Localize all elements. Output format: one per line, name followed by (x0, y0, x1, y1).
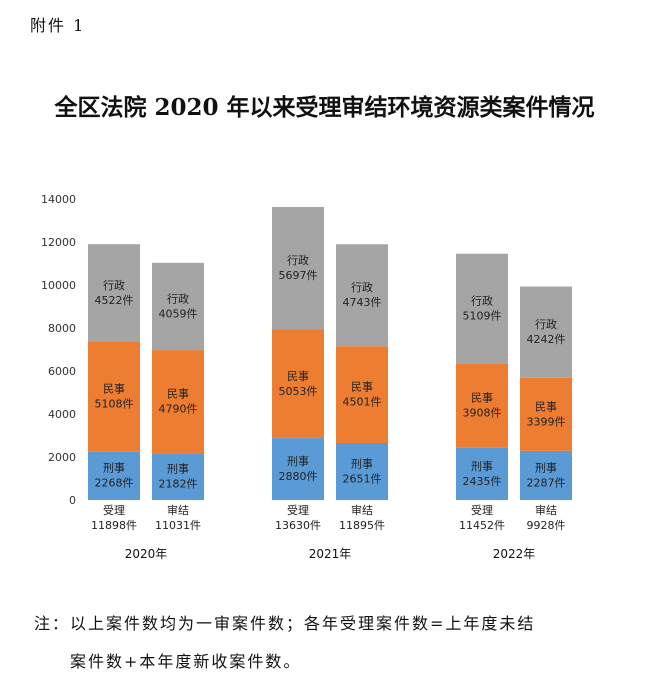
bar-segment-行政 (272, 206, 324, 330)
bar-segment-刑事 (88, 451, 140, 500)
segment-series-label: 行政 (471, 294, 493, 308)
segment-value-label: 2182件 (159, 478, 198, 491)
bar-total-label: 11452件 (459, 519, 505, 532)
y-tick-label: 8000 (48, 322, 76, 335)
bar-segment-行政 (336, 244, 388, 347)
bar-segment-刑事 (520, 450, 572, 500)
segment-value-label: 3399件 (527, 415, 566, 428)
segment-series-label: 行政 (167, 291, 189, 305)
segment-series-label: 行政 (351, 280, 373, 294)
segment-series-label: 刑事 (471, 460, 493, 473)
segment-value-label: 5697件 (279, 269, 318, 282)
bar-total-label: 11031件 (155, 519, 201, 532)
bar-segment-民事 (336, 346, 388, 444)
year-group-label: 2022年 (493, 547, 536, 561)
bar-segment-民事 (152, 350, 204, 454)
bar-total-label: 11895件 (339, 519, 385, 532)
segment-series-label: 民事 (351, 381, 373, 394)
x-axis-labels: 受理 11898件 审结 11031件 2020年 受理 13630件 审结 11895件 202… (91, 503, 566, 561)
bar-category-label: 审结 (351, 503, 373, 517)
segment-value-label: 4790件 (159, 403, 198, 416)
segment-series-label: 行政 (535, 317, 557, 331)
bar-total-label: 11898件 (91, 519, 137, 532)
y-tick-label: 14000 (41, 193, 76, 206)
segment-series-label: 行政 (287, 253, 309, 267)
bar-category-label: 受理 (287, 504, 309, 517)
bar-segment-刑事 (272, 438, 324, 500)
bar-category-label: 审结 (535, 503, 557, 517)
y-tick-label: 10000 (41, 279, 76, 292)
segment-value-label: 2435件 (463, 475, 502, 488)
segment-value-label: 3908件 (463, 407, 502, 420)
segment-value-label: 5053件 (279, 385, 318, 398)
bar-segment-行政 (520, 286, 572, 378)
attachment-label: 附件 1 (30, 16, 86, 35)
bar-segment-行政 (88, 244, 140, 342)
y-tick-label: 6000 (48, 365, 76, 378)
bar-segment-民事 (272, 329, 324, 439)
bar-segment-行政 (456, 253, 508, 364)
segment-value-label: 5109件 (463, 310, 502, 323)
segment-series-label: 刑事 (351, 458, 373, 471)
bar-segment-民事 (456, 363, 508, 448)
bar-segment-民事 (88, 341, 140, 452)
segment-value-label: 4522件 (95, 294, 134, 307)
segment-series-label: 刑事 (535, 461, 557, 474)
bar-segment-刑事 (336, 443, 388, 500)
segment-value-label: 2268件 (95, 477, 134, 490)
segment-series-label: 民事 (103, 382, 125, 395)
bar-category-label: 受理 (471, 504, 493, 517)
year-group-label: 2021年 (309, 547, 352, 561)
stacked-bar-chart: 0 2000 4000 6000 8000 10000 12000 14000 刑事 2268件… (41, 193, 572, 561)
y-tick-label: 12000 (41, 236, 76, 249)
segment-series-label: 刑事 (103, 462, 125, 475)
segment-series-label: 民事 (287, 370, 309, 383)
segment-value-label: 4242件 (527, 333, 566, 346)
segment-value-label: 5108件 (95, 397, 134, 410)
segment-value-label: 2880件 (279, 470, 318, 483)
y-axis: 0 2000 4000 6000 8000 10000 12000 14000 (41, 193, 76, 507)
bar-category-label: 受理 (103, 504, 125, 517)
bar-category-label: 审结 (167, 503, 189, 517)
bar-segment-民事 (520, 377, 572, 451)
segment-value-label: 4059件 (159, 307, 198, 320)
bar-segment-行政 (152, 262, 204, 351)
segment-value-label: 4501件 (343, 396, 382, 409)
segment-value-label: 2651件 (343, 473, 382, 486)
segment-series-label: 民事 (535, 400, 557, 413)
bar-segment-刑事 (152, 453, 204, 500)
segment-series-label: 民事 (167, 388, 189, 401)
segment-series-label: 刑事 (167, 463, 189, 476)
footnote-line-2: 案件数+本年度新收案件数。 (70, 652, 302, 671)
y-tick-label: 4000 (48, 408, 76, 421)
year-group-label: 2020年 (125, 547, 168, 561)
segment-series-label: 行政 (103, 278, 125, 292)
segment-series-label: 民事 (471, 392, 493, 405)
segment-series-label: 刑事 (287, 455, 309, 468)
bar-segment-刑事 (456, 447, 508, 500)
footnote-line-1: 注：以上案件数均为一审案件数；各年受理案件数=上年度未结 (34, 614, 536, 633)
page-title: 全区法院 2020 年以来受理审结环境资源类案件情况 (54, 94, 595, 121)
segment-value-label: 4743件 (343, 296, 382, 309)
bar-total-label: 9928件 (527, 519, 566, 532)
segment-value-label: 2287件 (527, 476, 566, 489)
y-tick-label: 2000 (48, 451, 76, 464)
bar-total-label: 13630件 (275, 519, 321, 532)
y-tick-label: 0 (69, 494, 76, 507)
